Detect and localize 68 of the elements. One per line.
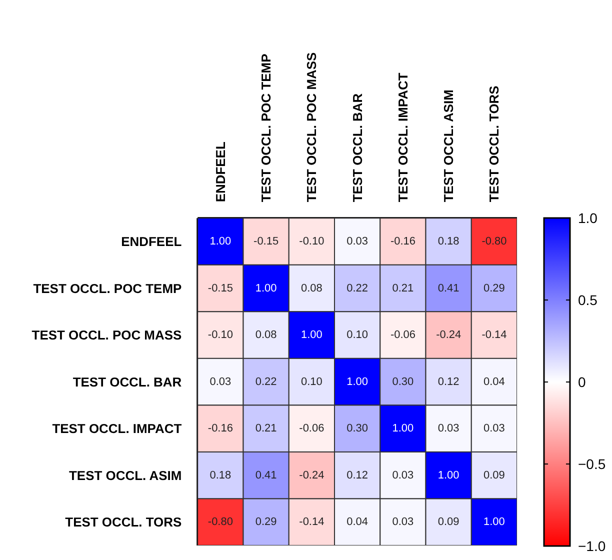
- data-label: 0.30: [346, 422, 368, 435]
- color-bar-label: 0: [578, 374, 586, 390]
- x-tick-label: TEST OCCL. BAR: [350, 92, 365, 202]
- data-label: 0.18: [210, 469, 232, 482]
- data-label: -0.10: [208, 329, 233, 342]
- data-label: 0.08: [255, 329, 277, 342]
- data-label: 0.12: [438, 376, 460, 388]
- data-label: 0.10: [346, 329, 368, 342]
- data-label: -0.06: [299, 422, 324, 435]
- data-label: 1.00: [438, 469, 460, 482]
- x-tick-label: TEST OCCL. ASIM: [441, 90, 456, 202]
- data-label: 0.29: [255, 516, 277, 528]
- data-label: 0.22: [346, 282, 368, 294]
- data-label: 0.21: [392, 282, 414, 294]
- data-label: 0.12: [346, 469, 368, 482]
- y-tick-label: TEST OCCL. POC TEMP: [33, 280, 182, 296]
- data-label: -0.14: [482, 329, 507, 342]
- data-label: -0.06: [390, 329, 416, 342]
- data-label: 0.09: [438, 516, 460, 528]
- y-tick-label: TEST OCCL. TORS: [65, 514, 182, 530]
- data-label: 0.41: [438, 282, 460, 294]
- data-label: -0.15: [208, 282, 233, 294]
- x-tick-label: TEST OCCL. IMPACT: [395, 72, 410, 202]
- data-label: -0.24: [436, 329, 462, 342]
- data-label: -0.14: [299, 516, 324, 528]
- data-label: 0.10: [301, 376, 322, 388]
- data-label: 0.09: [484, 469, 505, 482]
- y-tick-label: TEST OCCL. BAR: [72, 374, 182, 390]
- data-label: 0.30: [392, 376, 414, 388]
- data-label: -0.16: [390, 236, 416, 248]
- data-label: 1.00: [346, 376, 368, 388]
- x-tick-label: ENDFEEL: [212, 142, 228, 202]
- data-label: -0.80: [482, 236, 507, 248]
- x-tick-label: TEST OCCL. POC MASS: [304, 52, 320, 202]
- data-label: -0.10: [299, 236, 324, 248]
- data-label: -0.24: [299, 469, 324, 482]
- data-label: -0.80: [208, 516, 233, 528]
- y-tick-label: ENDFEEL: [121, 234, 182, 250]
- data-label: 0.03: [392, 516, 414, 528]
- y-tick-label: TEST OCCL. ASIM: [69, 468, 182, 483]
- data-label: 1.00: [392, 422, 414, 435]
- data-label: 0.18: [438, 236, 460, 248]
- color-bar-label: −0.5: [578, 456, 606, 472]
- y-tick-label: TEST OCCL. POC MASS: [32, 328, 182, 343]
- data-label: 0.22: [255, 376, 277, 388]
- color-bar-label: 0.5: [578, 292, 598, 308]
- data-label: 0.04: [484, 376, 505, 388]
- data-label: 0.03: [346, 236, 368, 248]
- y-tick-label: TEST OCCL. IMPACT: [52, 421, 182, 436]
- data-label: -0.15: [254, 236, 279, 248]
- data-label: 1.00: [210, 236, 232, 248]
- color-bar-label: −1.0: [578, 538, 606, 554]
- data-label: 0.21: [255, 422, 277, 435]
- data-label: 0.04: [346, 516, 368, 528]
- color-bar-label: 1.0: [578, 210, 598, 226]
- data-label: 0.08: [301, 282, 322, 294]
- data-label: 0.03: [438, 422, 460, 435]
- data-label: 1.00: [301, 329, 322, 342]
- x-tick-label: TEST OCCL. TORS: [486, 85, 502, 202]
- data-label: 1.00: [484, 516, 505, 528]
- data-label: -0.16: [208, 422, 233, 435]
- data-label: 0.41: [255, 469, 277, 482]
- data-label: 0.03: [210, 376, 232, 388]
- x-tick-label: TEST OCCL. POC TEMP: [258, 53, 274, 202]
- data-label: 1.00: [255, 282, 277, 294]
- data-label: 0.03: [484, 422, 505, 435]
- data-label: 0.29: [484, 282, 505, 294]
- data-label: 0.03: [392, 469, 414, 482]
